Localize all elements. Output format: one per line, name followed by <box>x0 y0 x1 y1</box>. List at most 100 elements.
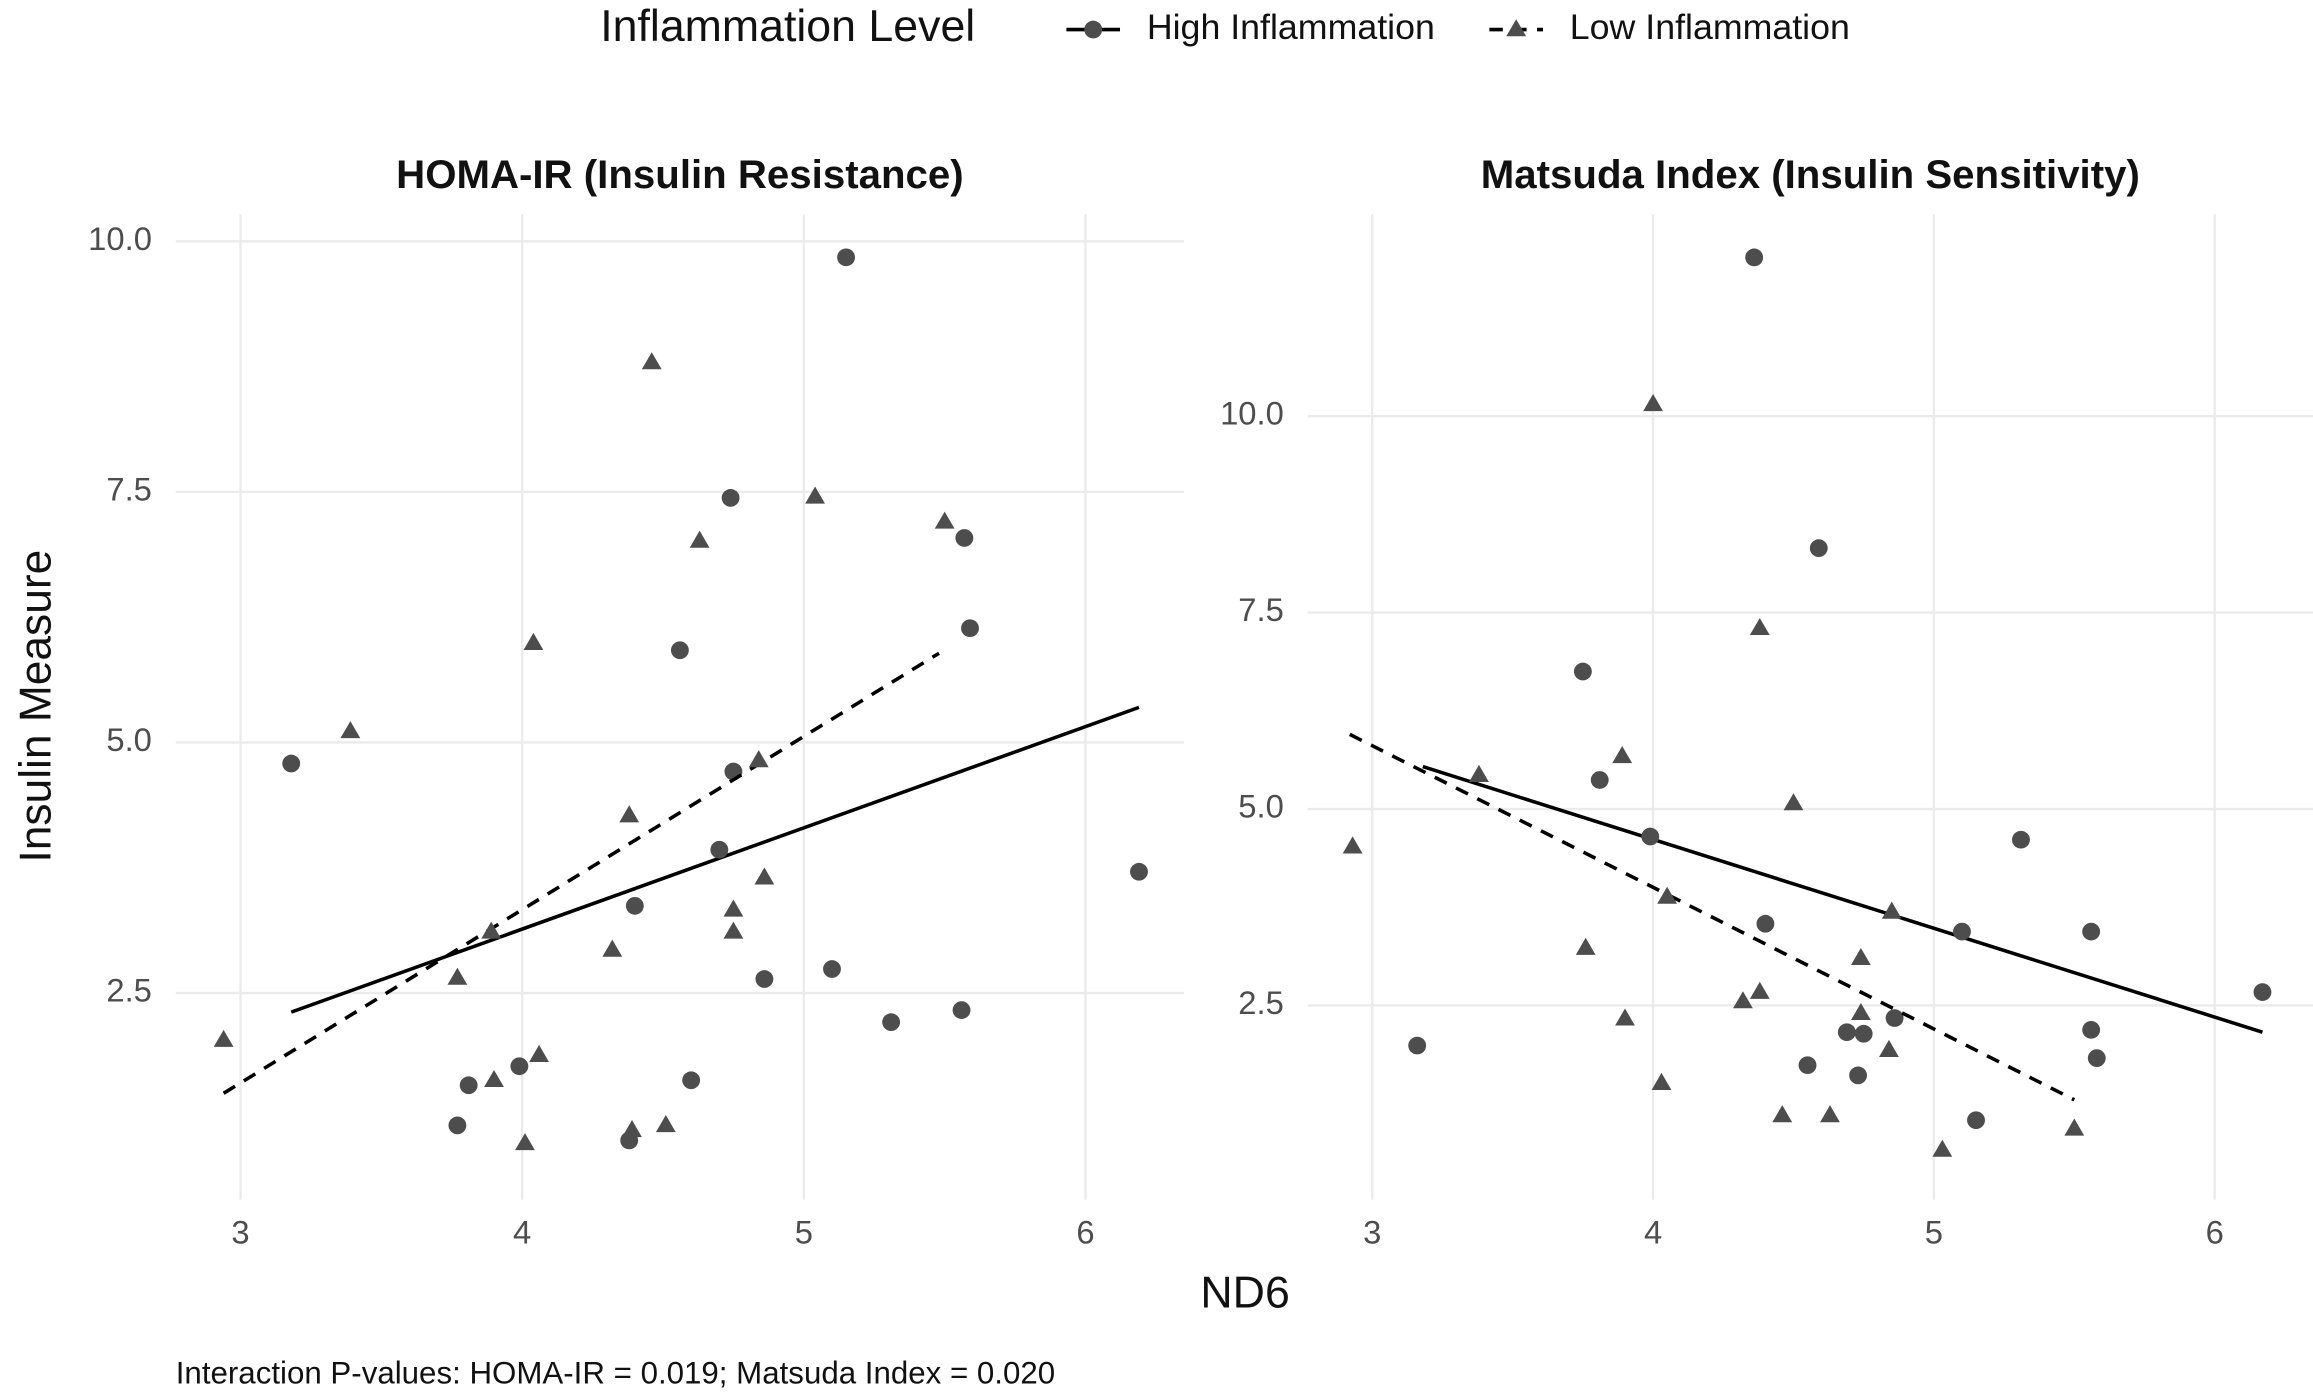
point <box>755 970 774 988</box>
point <box>340 721 361 739</box>
point <box>689 530 710 548</box>
point <box>1953 922 1971 941</box>
trend-line <box>222 651 940 1095</box>
point <box>934 511 955 529</box>
point <box>1809 539 1828 558</box>
point <box>882 1013 901 1032</box>
point <box>1469 764 1489 782</box>
point <box>625 896 644 915</box>
x-tick-label: 4 <box>1644 1214 1662 1251</box>
point <box>619 805 640 823</box>
point <box>754 867 775 885</box>
point <box>1849 1066 1868 1085</box>
point <box>1130 862 1148 881</box>
point <box>484 1069 504 1088</box>
point <box>710 840 729 859</box>
point <box>515 1133 535 1151</box>
point <box>1408 1036 1427 1055</box>
x-tick-label: 6 <box>1076 1214 1094 1251</box>
panel-title: HOMA-IR (Insulin Resistance) <box>396 153 963 197</box>
point <box>1733 991 1753 1009</box>
point <box>682 1071 701 1090</box>
point <box>2082 1020 2101 1039</box>
point <box>1932 1139 1953 1157</box>
trend-line <box>290 705 1140 1014</box>
point <box>641 352 662 370</box>
point <box>1885 1009 1904 1027</box>
legend-key-symbol <box>1084 20 1103 39</box>
point <box>1798 1056 1817 1075</box>
point <box>837 248 856 267</box>
point <box>961 619 979 638</box>
y-tick-label: 2.5 <box>106 972 152 1009</box>
x-tick-label: 3 <box>1363 1214 1381 1251</box>
y-tick-label: 10.0 <box>1220 395 1284 432</box>
point <box>721 489 740 507</box>
point <box>459 1076 478 1095</box>
point <box>1641 827 1660 846</box>
point <box>723 899 744 917</box>
point <box>748 750 769 768</box>
point <box>1881 901 1902 919</box>
point <box>1643 394 1663 412</box>
point <box>1615 1008 1635 1026</box>
point <box>622 1120 642 1138</box>
point <box>1651 1072 1672 1090</box>
point <box>602 939 623 957</box>
point <box>282 754 301 773</box>
point <box>1783 793 1804 811</box>
point <box>213 1029 234 1047</box>
legend-key-symbol <box>1506 19 1527 37</box>
point <box>481 921 502 939</box>
point <box>1967 1111 1985 1130</box>
x-tick-label: 5 <box>795 1214 813 1251</box>
point <box>1854 1024 1873 1043</box>
point <box>952 1001 971 1019</box>
legend-label: High Inflammation <box>1147 7 1435 47</box>
y-axis-label: Insulin Measure <box>11 550 60 863</box>
trend-line <box>1348 732 2076 1102</box>
point <box>805 486 825 504</box>
caption: Interaction P-values: HOMA-IR = 0.019; M… <box>176 1356 1055 1391</box>
y-tick-label: 2.5 <box>1238 984 1284 1021</box>
point <box>655 1115 676 1133</box>
point <box>523 632 544 650</box>
point <box>529 1044 549 1062</box>
point <box>1879 1039 1899 1057</box>
point <box>1772 1105 1793 1123</box>
point <box>1756 914 1775 933</box>
point <box>1820 1105 1840 1123</box>
point <box>1745 248 1764 267</box>
x-tick-label: 6 <box>2206 1214 2224 1251</box>
point <box>2064 1118 2085 1136</box>
point <box>723 921 744 939</box>
point <box>823 960 841 978</box>
point <box>1837 1023 1856 1042</box>
y-tick-label: 10.0 <box>88 220 152 257</box>
legend-title: Inflammation Level <box>600 2 975 51</box>
point <box>955 529 974 547</box>
y-tick-label: 7.5 <box>106 471 152 508</box>
point <box>1749 617 1770 636</box>
point <box>1657 886 1678 904</box>
point <box>670 641 689 660</box>
point <box>448 1116 467 1135</box>
panel-title: Matsuda Index (Insulin Sensitivity) <box>1481 153 2140 197</box>
x-axis-label: ND6 <box>1200 1268 1289 1317</box>
point <box>2253 983 2272 1001</box>
point <box>1612 746 1633 764</box>
y-tick-label: 7.5 <box>1238 591 1284 628</box>
point <box>2082 922 2101 941</box>
trend-line <box>1422 764 2263 1034</box>
point <box>1342 836 1363 854</box>
point <box>1573 662 1592 681</box>
x-tick-label: 3 <box>231 1214 249 1251</box>
y-tick-label: 5.0 <box>106 721 152 758</box>
point <box>1850 947 1871 966</box>
x-tick-label: 4 <box>513 1214 531 1251</box>
point <box>1749 981 1770 999</box>
x-tick-label: 5 <box>1925 1214 1943 1251</box>
point <box>510 1057 529 1076</box>
point <box>1575 937 1596 955</box>
